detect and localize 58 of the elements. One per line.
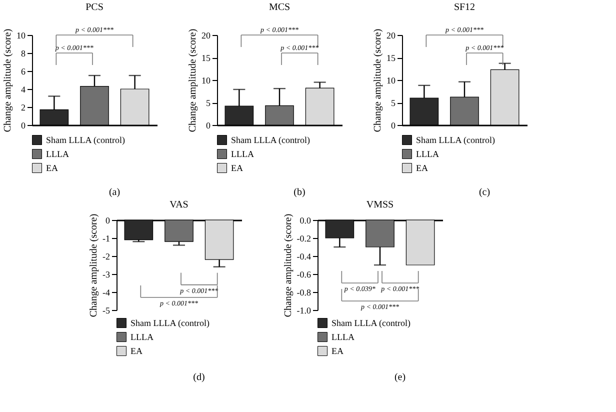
y-tick-label: -0.8 bbox=[296, 288, 312, 298]
legend-label: LLLA bbox=[231, 149, 254, 159]
y-axis-title: Change amplitude (score) bbox=[372, 28, 384, 132]
legend-label: LLLA bbox=[416, 149, 440, 159]
legend-label: Sham LLLA (control) bbox=[332, 318, 410, 328]
chart-title: SF12 bbox=[454, 2, 476, 13]
y-axis-title: Change amplitude (score) bbox=[188, 28, 198, 132]
y-tick-label: 0 bbox=[106, 216, 110, 226]
y-tick-label: 10 bbox=[16, 30, 26, 40]
legend-label: LLLA bbox=[46, 149, 70, 159]
y-tick-label: 15 bbox=[386, 53, 396, 63]
y-tick-label: 6 bbox=[21, 66, 26, 76]
chart-title: MCS bbox=[268, 2, 290, 13]
y-axis-title: Change amplitude (score) bbox=[282, 214, 294, 318]
y-axis-title: Change amplitude (score) bbox=[2, 28, 14, 132]
y-tick-label: 10 bbox=[202, 76, 211, 86]
y-tick-label: -0.2 bbox=[296, 234, 311, 244]
y-tick-label: 10 bbox=[386, 76, 396, 86]
y-tick-label: -0.6 bbox=[296, 270, 312, 280]
legend-label: EA bbox=[130, 346, 143, 356]
legend-label: Sham LLLA (control) bbox=[416, 135, 495, 145]
y-tick-label: 4 bbox=[21, 84, 26, 94]
y-tick-label: -1.0 bbox=[296, 306, 312, 316]
legend-label: EA bbox=[332, 346, 344, 356]
y-tick-label: 8 bbox=[21, 48, 26, 58]
y-tick-label: -0.4 bbox=[296, 252, 312, 262]
legend-label: Sham LLLA (control) bbox=[231, 135, 310, 145]
y-tick-label: 0.0 bbox=[300, 216, 312, 226]
y-tick-label: 15 bbox=[202, 53, 211, 63]
text: (a) bbox=[108, 187, 120, 198]
y-axis-title: Change amplitude (score) bbox=[88, 214, 100, 318]
y-tick-label: 0 bbox=[21, 120, 26, 130]
text: (c) bbox=[478, 187, 490, 198]
legend-label: LLLA bbox=[130, 332, 154, 342]
legend-label: EA bbox=[416, 163, 428, 173]
y-tick-label: 5 bbox=[206, 98, 211, 108]
y-tick-label: 20 bbox=[202, 30, 211, 40]
y-tick-label: 20 bbox=[386, 30, 396, 40]
y-tick-label: -4 bbox=[102, 288, 110, 298]
text: (b) bbox=[294, 187, 306, 198]
y-tick-label: -1 bbox=[102, 234, 110, 244]
y-tick-label: 5 bbox=[391, 98, 396, 108]
y-tick-label: -2 bbox=[102, 252, 110, 262]
text: (e) bbox=[394, 372, 406, 383]
chart-title: VMSS bbox=[366, 199, 394, 210]
text: (d) bbox=[193, 372, 205, 383]
y-tick-label: -5 bbox=[102, 306, 110, 316]
legend-label: Sham LLLA (control) bbox=[130, 318, 210, 328]
y-tick-label: 0 bbox=[206, 120, 211, 130]
y-tick-label: -3 bbox=[102, 270, 110, 280]
legend-label: LLLA bbox=[332, 332, 355, 342]
y-tick-label: 2 bbox=[21, 102, 26, 112]
legend-label: EA bbox=[231, 163, 244, 173]
chart-title: PCS bbox=[86, 2, 104, 13]
legend-label: Sham LLLA (control) bbox=[46, 135, 125, 145]
y-tick-label: 0 bbox=[391, 120, 396, 130]
legend-label: EA bbox=[46, 163, 58, 173]
chart-title: VAS bbox=[170, 199, 188, 210]
